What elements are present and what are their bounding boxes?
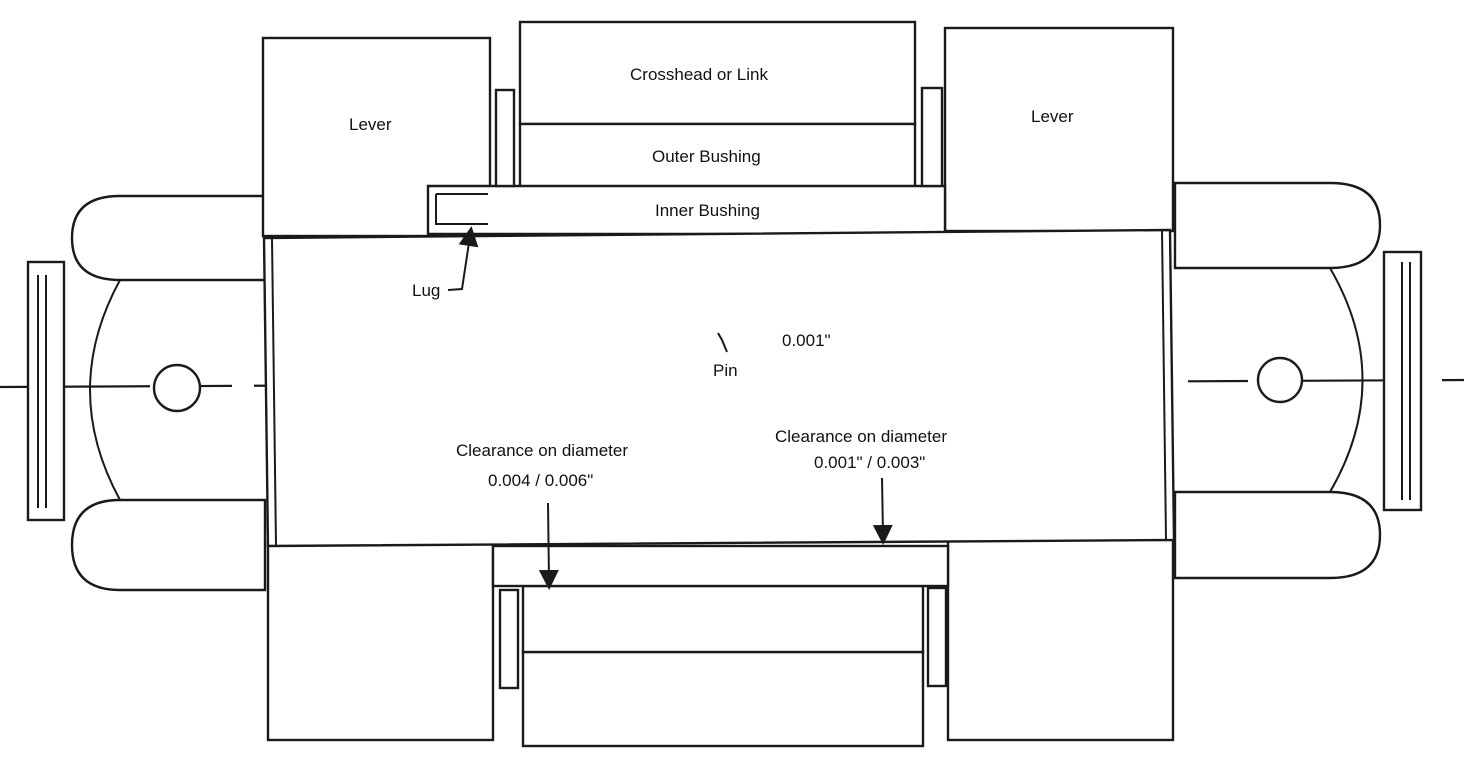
lug-leader (447, 226, 479, 291)
left-nut (26, 194, 267, 592)
inner-bushing (426, 184, 950, 588)
outer-bushing (518, 122, 925, 654)
pin-label: Pin (713, 361, 738, 380)
pin-clearance-label: 0.001" (782, 331, 831, 350)
pin (262, 228, 1176, 548)
clearance-right-value: 0.001" / 0.003" (814, 453, 925, 472)
lever-right (943, 26, 1175, 742)
clearance-left-title: Clearance on diameter (456, 441, 628, 460)
lever-left (261, 36, 495, 742)
clearance-left-value: 0.004 / 0.006" (488, 471, 593, 490)
pin-leader (717, 332, 728, 353)
right-nut (1173, 181, 1423, 580)
thrust-washers (494, 86, 948, 690)
outer-bushing-label: Outer Bushing (652, 147, 761, 166)
clearance-left-arrow (538, 502, 559, 590)
inner-bushing-label: Inner Bushing (655, 201, 760, 220)
lever-left-label: Lever (349, 115, 392, 134)
lever-right-label: Lever (1031, 107, 1074, 126)
lug-label: Lug (412, 281, 440, 300)
clearance-right-title: Clearance on diameter (775, 427, 947, 446)
crosshead-label: Crosshead or Link (630, 65, 768, 84)
clearance-right-arrow (872, 477, 893, 545)
crosshead-or-link (518, 20, 925, 748)
